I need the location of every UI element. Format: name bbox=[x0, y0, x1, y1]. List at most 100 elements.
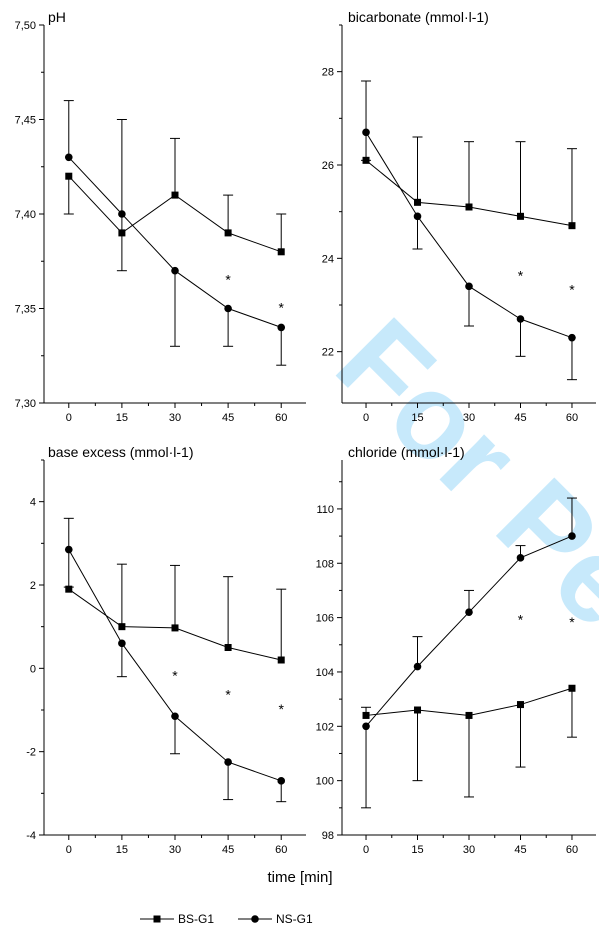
data-point-circle bbox=[413, 662, 422, 671]
x-tick-label: 30 bbox=[463, 412, 475, 424]
data-point-circle bbox=[171, 712, 179, 721]
series-NS-G1 bbox=[63, 100, 287, 366]
data-point-circle bbox=[224, 304, 232, 313]
x-axis-label: time [min] bbox=[267, 869, 332, 886]
y-tick-label: 98 bbox=[322, 830, 334, 842]
x-tick-label: 15 bbox=[411, 412, 423, 424]
panel-1: pH 7,30 7,35 7,40 7,45 7,50 0 15 30 45 60 * * bbox=[15, 9, 306, 424]
significance-star: * bbox=[278, 701, 284, 717]
x-tick-label: 30 bbox=[463, 844, 475, 856]
y-tick-label: 7,45 bbox=[15, 115, 36, 127]
data-point-square bbox=[465, 203, 473, 211]
x-tick-label: 30 bbox=[169, 412, 181, 424]
data-point-square bbox=[362, 711, 370, 719]
y-tick-label: 24 bbox=[322, 253, 334, 265]
data-point-square bbox=[171, 624, 179, 632]
x-tick-label: 15 bbox=[116, 412, 128, 424]
x-tick-label: 0 bbox=[363, 412, 369, 424]
data-point-circle bbox=[118, 210, 126, 218]
data-point-circle bbox=[516, 554, 525, 562]
significance-star: * bbox=[518, 267, 524, 283]
legend-marker-square bbox=[153, 915, 161, 923]
legend-marker-circle bbox=[251, 915, 259, 923]
legend-item-BS-G1: BS-G1 bbox=[140, 912, 214, 926]
data-point-square bbox=[277, 248, 285, 256]
x-tick-label: 60 bbox=[566, 412, 578, 424]
y-tick-label: 26 bbox=[322, 160, 334, 172]
y-tick-label: 7,50 bbox=[15, 20, 36, 32]
data-point-circle bbox=[64, 153, 73, 162]
y-tick-label: 7,30 bbox=[15, 398, 36, 410]
significance-star: * bbox=[569, 614, 575, 630]
data-point-circle bbox=[362, 128, 370, 137]
x-tick-label: 15 bbox=[411, 844, 423, 856]
data-point-square bbox=[118, 623, 126, 631]
significance-star: * bbox=[225, 271, 231, 287]
y-tick-label: 108 bbox=[316, 558, 334, 570]
x-tick-label: 60 bbox=[566, 844, 578, 856]
y-tick-label: 7,35 bbox=[15, 304, 36, 316]
data-point-circle bbox=[277, 777, 286, 785]
y-tick-label: 4 bbox=[30, 497, 36, 509]
y-tick-label: 102 bbox=[316, 721, 334, 733]
series-BS-G1 bbox=[65, 563, 287, 664]
panel-2: bicarbonate (mmol·l-1) 22 24 26 28 0 15 30 45 60 *… bbox=[322, 9, 596, 424]
x-tick-label: 45 bbox=[514, 844, 526, 856]
data-point-circle bbox=[224, 758, 232, 766]
data-point-square bbox=[516, 212, 524, 220]
series-BS-G1 bbox=[362, 136, 577, 230]
series-BS-G1 bbox=[63, 119, 287, 272]
y-tick-label: 110 bbox=[316, 504, 334, 516]
data-point-square bbox=[224, 644, 232, 651]
data-point-square bbox=[171, 191, 179, 199]
significance-star: * bbox=[278, 300, 284, 316]
y-tick-label: 0 bbox=[30, 663, 36, 675]
panel-title: bicarbonate (mmol·l-1) bbox=[348, 9, 489, 25]
y-tick-label: 104 bbox=[316, 667, 334, 679]
x-tick-label: 30 bbox=[169, 844, 181, 856]
y-tick-label: 106 bbox=[316, 613, 334, 625]
data-point-square bbox=[568, 684, 576, 692]
y-tick-label: 2 bbox=[30, 580, 36, 592]
data-point-circle bbox=[64, 545, 73, 554]
y-tick-label: -4 bbox=[26, 830, 36, 842]
x-tick-label: 45 bbox=[222, 844, 234, 856]
data-point-square bbox=[118, 229, 126, 237]
panel-title: base excess (mmol·l-1) bbox=[48, 444, 193, 460]
data-point-circle bbox=[277, 323, 286, 332]
legend-label: BS-G1 bbox=[178, 912, 214, 926]
data-point-circle bbox=[568, 333, 576, 342]
data-point-circle bbox=[118, 639, 126, 648]
legend: BS-G1 NS-G1 bbox=[140, 912, 313, 926]
significance-star: * bbox=[172, 668, 178, 684]
x-tick-label: 0 bbox=[363, 844, 369, 856]
panel-title: pH bbox=[48, 9, 66, 25]
x-tick-label: 0 bbox=[66, 412, 72, 424]
y-tick-label: 28 bbox=[322, 67, 334, 79]
x-tick-label: 60 bbox=[275, 844, 287, 856]
data-point-square bbox=[465, 711, 473, 719]
watermark: For Peer bbox=[312, 294, 599, 733]
data-point-circle bbox=[568, 532, 576, 540]
y-tick-label: 22 bbox=[322, 347, 334, 359]
series-NS-G1 bbox=[361, 80, 577, 381]
chart-panels: pH7,307,357,407,457,500 15 30 45 60**bicarbo… bbox=[15, 9, 596, 856]
data-point-circle bbox=[465, 282, 473, 291]
panel-3: base excess (mmol·l-1) -4 -2 0 2 4 0 15 30 45 60 * *… bbox=[26, 444, 306, 856]
data-point-square bbox=[65, 585, 73, 593]
x-tick-label: 45 bbox=[514, 412, 526, 424]
data-point-square bbox=[224, 229, 232, 237]
series-line bbox=[365, 687, 573, 716]
significance-star: * bbox=[225, 686, 231, 702]
data-point-circle bbox=[171, 266, 179, 275]
y-tick-label: 7,40 bbox=[15, 209, 36, 221]
data-point-circle bbox=[465, 608, 473, 616]
data-point-circle bbox=[516, 315, 525, 323]
x-tick-label: 60 bbox=[275, 412, 287, 424]
panel-4: chloride (mmol·l-1) 98 100 102 104 106 108 110 0… bbox=[316, 444, 596, 856]
y-tick-label: -2 bbox=[26, 747, 36, 759]
series-NS-G1 bbox=[361, 497, 577, 809]
data-point-circle bbox=[413, 212, 422, 221]
data-point-square bbox=[568, 222, 576, 230]
